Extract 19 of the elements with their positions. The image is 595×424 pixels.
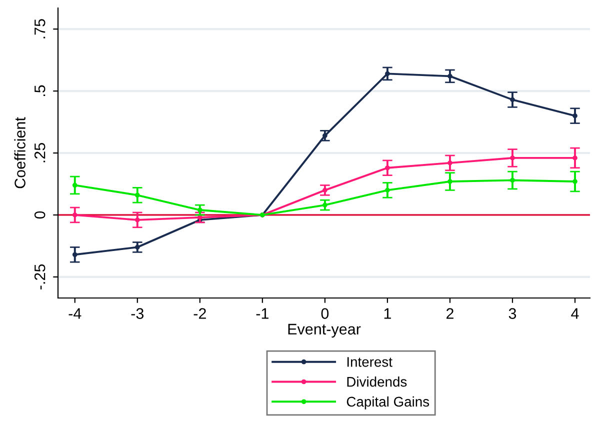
x-tick-label: 3 [508,308,516,319]
legend-label: Interest [347,357,392,367]
x-tick-label: 0 [321,308,329,319]
y-tick-label: .25 [34,143,46,162]
x-axis-title: Event-year [288,324,361,338]
x-tick-label: -1 [256,308,268,319]
y-tick-label: -.25 [34,264,46,290]
legend-label: Capital Gains [346,396,430,410]
y-tick-label: .75 [34,19,46,38]
y-tick-label: 0 [34,211,46,219]
x-tick-label: -3 [131,308,144,319]
x-tick-label: 2 [446,308,454,319]
legend-label: Dividends [347,376,407,387]
y-axis-title: Coefficient [14,117,26,188]
x-tick-label: -2 [194,308,206,319]
x-tick-label: -4 [68,308,82,319]
y-tick-label: .5 [34,85,46,96]
x-tick-label: 1 [384,308,391,319]
x-tick-label: 4 [571,308,579,319]
